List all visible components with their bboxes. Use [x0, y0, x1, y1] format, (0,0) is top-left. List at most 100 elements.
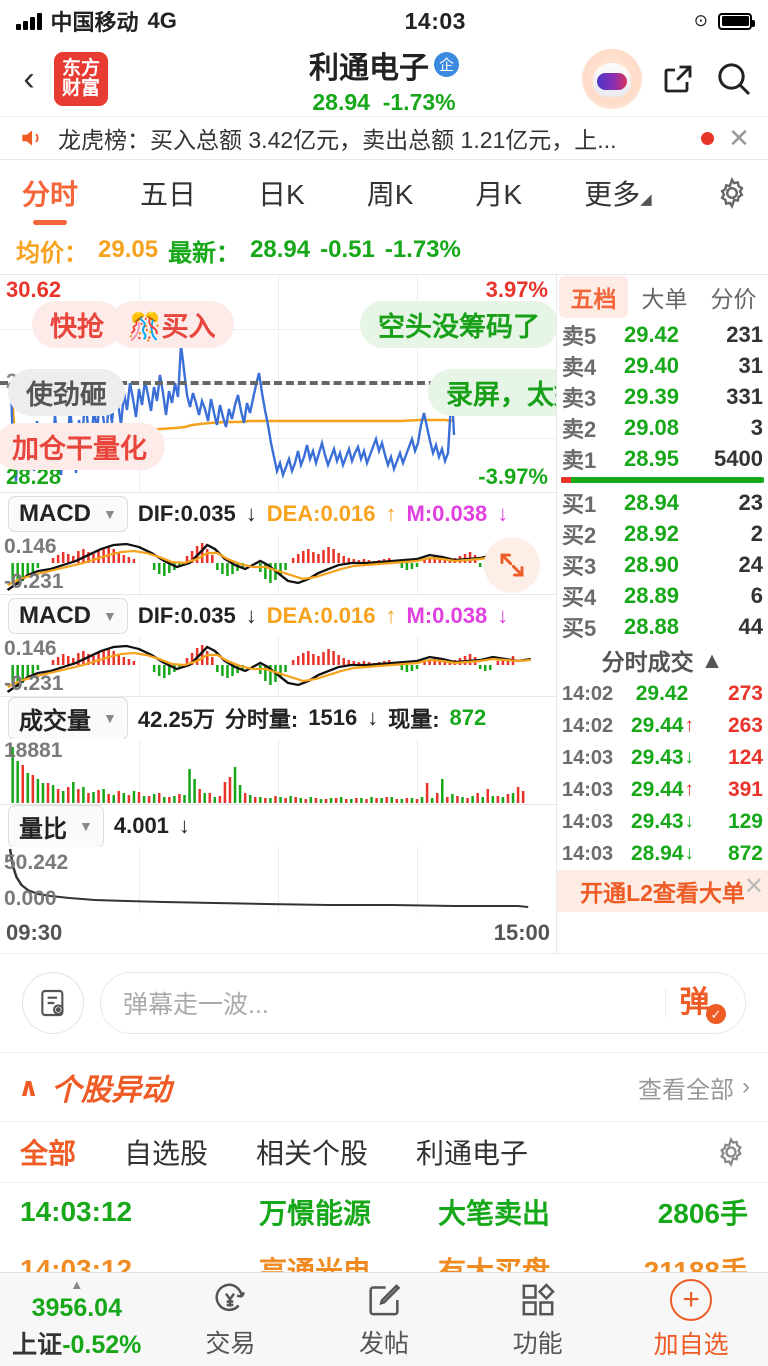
timeline-chart[interactable]: 30.62 3.97% 28.28 -3.97% 29.45 快抢 🎊买入 空头…	[0, 275, 556, 493]
header-price: 28.94	[312, 88, 370, 115]
movement-amount: 2806手	[657, 1198, 748, 1229]
tab-current-stock[interactable]: 利通电子	[416, 1138, 529, 1169]
send-label: 弹	[679, 986, 710, 1019]
chart-column: 30.62 3.97% 28.28 -3.97% 29.45 快抢 🎊买入 空头…	[0, 275, 556, 953]
level-price: 28.88	[623, 613, 680, 639]
sort-asc-icon[interactable]: ▲	[700, 646, 724, 673]
tab-dayk[interactable]: 日K	[254, 173, 309, 213]
level-volume: 23	[738, 489, 763, 515]
danmu-input[interactable]: 弹幕走一波... 弹 ✓	[100, 972, 746, 1034]
ai-robot-avatar-icon[interactable]	[582, 49, 642, 109]
bottom-nav-label: 发帖	[358, 1329, 409, 1358]
level-price: 28.95	[623, 445, 680, 471]
tab-fenjia[interactable]: 分价	[710, 286, 757, 312]
macd-dea-arrow: ↑	[385, 603, 397, 628]
bottom-nav-function[interactable]: 功能	[461, 1280, 615, 1360]
indicator-name: MACD	[19, 500, 91, 527]
tab-wudang[interactable]: 五档	[559, 276, 628, 318]
index-name: 上证	[12, 1331, 63, 1360]
yuan-trade-icon	[210, 1280, 250, 1320]
movement-stock-name: 万憬能源	[258, 1198, 371, 1229]
indicator-select-volume[interactable]: 成交量 ▼	[8, 696, 128, 740]
level-label: 买5	[562, 615, 597, 641]
indicator-select-ratio[interactable]: 量比 ▼	[8, 804, 104, 848]
grid-function-icon	[518, 1280, 558, 1320]
gear-icon[interactable]	[714, 1135, 748, 1169]
orderbook-row: 买1 28.94 23	[557, 487, 768, 518]
tab-related[interactable]: 相关个股	[256, 1138, 369, 1169]
tab-more[interactable]: 更多◢	[580, 173, 656, 213]
trade-volume: 872	[727, 842, 763, 865]
level-price: 29.39	[623, 383, 680, 409]
bottom-nav-trade[interactable]: 交易	[154, 1280, 308, 1360]
tab-fenshi[interactable]: 分时	[18, 173, 82, 213]
volume-chart[interactable]: 18881	[0, 739, 556, 805]
time-axis: 09:30 15:00	[0, 913, 556, 953]
time-and-sales-header[interactable]: 分时成交 ▲	[557, 642, 768, 678]
time-axis-end: 15:00	[493, 920, 550, 945]
orderbook-row: 买5 28.88 44	[557, 611, 768, 642]
tab-wuri[interactable]: 五日	[136, 173, 200, 213]
trade-price-value: 29.42	[635, 682, 689, 705]
tab-watchlist[interactable]: 自选股	[124, 1138, 209, 1169]
volume-header: 成交量 ▼ 42.25万 分时量: 1516 ↓ 现量: 872	[0, 696, 556, 740]
time-axis-start: 09:30	[6, 920, 63, 945]
indicator-select-macd-2[interactable]: MACD ▼	[8, 598, 128, 634]
news-ticker[interactable]: 龙虎榜：买入总额 3.42亿元，卖出总额 1.21亿元，上... ✕	[0, 116, 768, 160]
danmu-list-icon[interactable]	[22, 972, 84, 1034]
tab-weekk[interactable]: 周K	[363, 173, 418, 213]
tab-label: 月K	[475, 179, 523, 210]
expand-icon[interactable]	[484, 536, 540, 593]
edit-post-icon	[364, 1280, 404, 1320]
last-price-value: 28.94	[250, 236, 311, 263]
close-icon[interactable]: ✕	[728, 122, 750, 153]
stock-name: 利通电子	[309, 51, 429, 85]
orderbook-row: 卖4 29.40 31	[557, 350, 768, 381]
back-chevron-icon[interactable]: ‹	[23, 60, 35, 98]
share-icon[interactable]	[660, 61, 696, 97]
chevron-right-icon: ›	[742, 1073, 750, 1100]
search-icon[interactable]	[714, 59, 754, 99]
level-label: 买1	[562, 491, 597, 517]
bottom-nav-post[interactable]: 发帖	[307, 1280, 461, 1360]
buy-sell-ratio-bar	[561, 477, 764, 483]
chevron-up-icon[interactable]: ∧	[18, 1071, 40, 1102]
tab-dadan[interactable]: 大单	[641, 286, 688, 312]
trade-row: 14:03 28.94 ↓ 872	[557, 838, 768, 870]
network-label: 4G	[147, 8, 177, 33]
trade-price: 29.43 ↓	[624, 810, 701, 834]
orderbook-row: 卖1 28.95 5400	[557, 443, 768, 474]
trade-price-value: 28.94	[630, 842, 684, 865]
macd-scale-top: 0.146	[4, 637, 57, 660]
bottom-nav-label: 功能	[512, 1329, 563, 1358]
view-all-link[interactable]: 查看全部 ›	[638, 1070, 750, 1105]
plus-circle-icon: +	[670, 1278, 713, 1321]
bottom-nav-add-watchlist[interactable]: + 加自选	[614, 1278, 768, 1361]
danmu-bubble: 录屏，太好	[428, 369, 556, 416]
macd-chart-2[interactable]: 0.146 -0.231	[0, 637, 556, 697]
volume-total: 42.25万	[137, 707, 215, 732]
movement-row[interactable]: 14:03:12 万憬能源 大笔卖出 2806手	[0, 1183, 768, 1241]
page-title: 利通电子 企	[309, 43, 459, 87]
bottom-nav-index[interactable]: ▲ 3956.04 上证-0.52%	[0, 1278, 154, 1361]
macd-dea: DEA:0.016	[266, 603, 376, 628]
tab-monthk[interactable]: 月K	[471, 173, 526, 213]
danmu-placeholder: 弹幕走一波...	[123, 991, 269, 1019]
indicator-select-macd-1[interactable]: MACD ▼	[8, 496, 128, 532]
orderbook-column: 五档 大单 分价 卖5 29.42 231 卖4 29.40 31 卖3 29.39 331…	[556, 275, 768, 953]
close-icon[interactable]: ✕	[743, 873, 764, 900]
level-label: 买2	[562, 522, 597, 548]
ratio-chart[interactable]: 50.242 0.000	[0, 847, 556, 913]
avg-price-label: 均价：	[16, 239, 88, 267]
speaker-icon	[16, 125, 46, 151]
gear-icon[interactable]	[710, 175, 754, 211]
l2-upgrade-banner[interactable]: 开通L2查看大单 ✕	[557, 870, 768, 912]
price-change: -0.51	[320, 236, 375, 263]
trade-row: 14:03 29.43 ↓ 124	[557, 742, 768, 774]
macd-chart-1[interactable]: 0.146 -0.231	[0, 535, 556, 595]
brand-logo[interactable]: 东方 财富	[54, 52, 108, 106]
level-volume: 44	[738, 613, 763, 639]
trade-arrow: ↓	[684, 843, 695, 864]
tab-all[interactable]: 全部	[20, 1138, 77, 1169]
danmu-send-button[interactable]: 弹 ✓	[665, 986, 726, 1024]
